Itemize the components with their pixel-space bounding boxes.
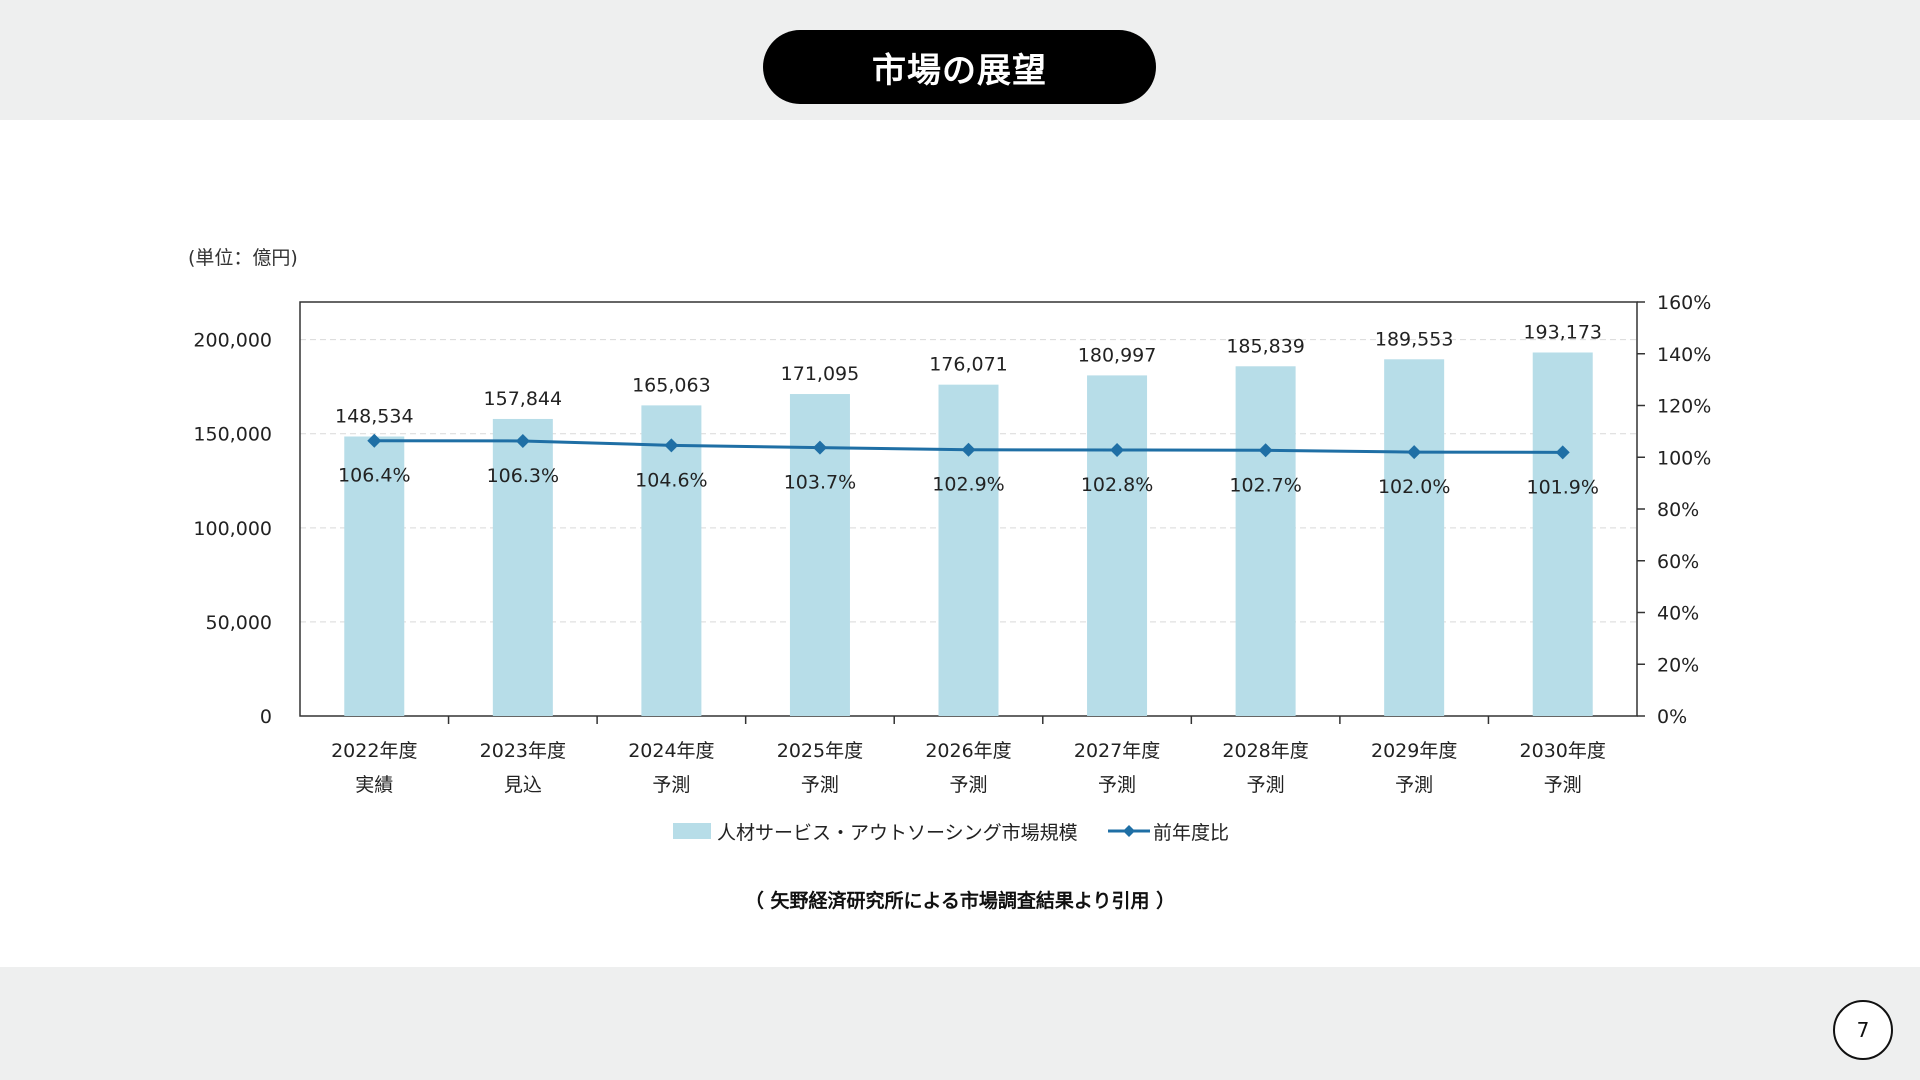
bar	[641, 405, 702, 716]
bar-value-label: 193,173	[1523, 321, 1602, 343]
y-left-tick-label: 200,000	[193, 330, 272, 352]
y-left-tick-label: 150,000	[193, 424, 272, 446]
bar	[492, 418, 553, 716]
bar-value-label: 171,095	[781, 363, 860, 385]
y-right-tick-label: 80%	[1657, 499, 1699, 521]
yoy-value-label: 102.9%	[932, 474, 1004, 496]
yoy-value-label: 106.4%	[338, 465, 410, 487]
yoy-value-label: 106.3%	[487, 465, 559, 487]
yoy-point	[1258, 443, 1273, 458]
x-category-sublabel: 予測	[1544, 774, 1582, 796]
x-category-label: 2027年度	[1074, 740, 1160, 762]
x-category-label: 2025年度	[777, 740, 863, 762]
yoy-value-label: 104.6%	[635, 469, 707, 491]
x-category-label: 2023年度	[480, 740, 566, 762]
bar	[1087, 375, 1148, 716]
bar	[938, 384, 999, 716]
legend-line-marker	[1123, 825, 1135, 837]
y-right-tick-label: 120%	[1657, 396, 1711, 418]
x-category-label: 2024年度	[628, 740, 714, 762]
y-left-tick-label: 50,000	[206, 612, 272, 634]
y-right-tick-label: 100%	[1657, 447, 1711, 469]
y-right-tick-label: 20%	[1657, 654, 1699, 676]
bar-value-label: 176,071	[929, 354, 1008, 376]
source-note: （ 矢野経済研究所による市場調査結果より引用 ）	[744, 890, 1176, 912]
yoy-point	[1110, 443, 1125, 458]
x-category-label: 2026年度	[925, 740, 1011, 762]
slide-title: 市場の展望	[763, 30, 1156, 104]
y-right-tick-label: 40%	[1657, 603, 1699, 625]
bar-value-label: 185,839	[1226, 335, 1305, 357]
y-right-tick-label: 160%	[1657, 292, 1711, 314]
yoy-value-label: 102.8%	[1081, 474, 1153, 496]
x-category-sublabel: 予測	[1247, 774, 1285, 796]
bar	[1532, 352, 1593, 716]
unit-label: (単位：億円)	[188, 247, 298, 269]
y-right-tick-label: 140%	[1657, 344, 1711, 366]
bar-value-label: 165,063	[632, 374, 711, 396]
bar-value-label: 157,844	[484, 388, 563, 410]
bar	[1384, 359, 1445, 716]
yoy-value-label: 101.9%	[1526, 476, 1598, 498]
yoy-point	[664, 438, 679, 453]
yoy-value-label: 102.0%	[1378, 476, 1450, 498]
x-category-label: 2029年度	[1371, 740, 1457, 762]
yoy-point	[515, 433, 530, 448]
bar-value-label: 180,997	[1078, 344, 1157, 366]
yoy-value-label: 103.7%	[784, 472, 856, 494]
x-category-sublabel: 実績	[355, 774, 393, 796]
bar	[344, 436, 405, 716]
x-category-sublabel: 予測	[1395, 774, 1433, 796]
y-right-tick-label: 0%	[1657, 706, 1687, 728]
bar-value-label: 189,553	[1375, 328, 1454, 350]
legend-bar-swatch	[673, 823, 711, 839]
y-left-tick-label: 0	[260, 706, 272, 728]
bar	[1235, 366, 1296, 716]
legend-bar-label: 人材サービス・アウトソーシング市場規模	[717, 822, 1078, 844]
yoy-point	[1407, 445, 1422, 460]
x-category-label: 2030年度	[1520, 740, 1606, 762]
x-category-sublabel: 予測	[1098, 774, 1136, 796]
x-category-sublabel: 予測	[652, 774, 690, 796]
y-right-tick-label: 60%	[1657, 551, 1699, 573]
x-category-sublabel: 見込	[504, 774, 542, 796]
yoy-value-label: 102.7%	[1229, 474, 1301, 496]
x-category-sublabel: 予測	[949, 774, 987, 796]
yoy-point	[812, 440, 827, 455]
x-category-label: 2028年度	[1222, 740, 1308, 762]
x-category-sublabel: 予測	[801, 774, 839, 796]
legend-line-label: 前年度比	[1153, 822, 1229, 844]
y-left-tick-label: 100,000	[193, 518, 272, 540]
page-number: 7	[1833, 1000, 1893, 1060]
yoy-point	[367, 433, 382, 448]
x-category-label: 2022年度	[331, 740, 417, 762]
yoy-point	[961, 442, 976, 457]
bar-value-label: 148,534	[335, 405, 414, 427]
yoy-point	[1555, 445, 1570, 460]
